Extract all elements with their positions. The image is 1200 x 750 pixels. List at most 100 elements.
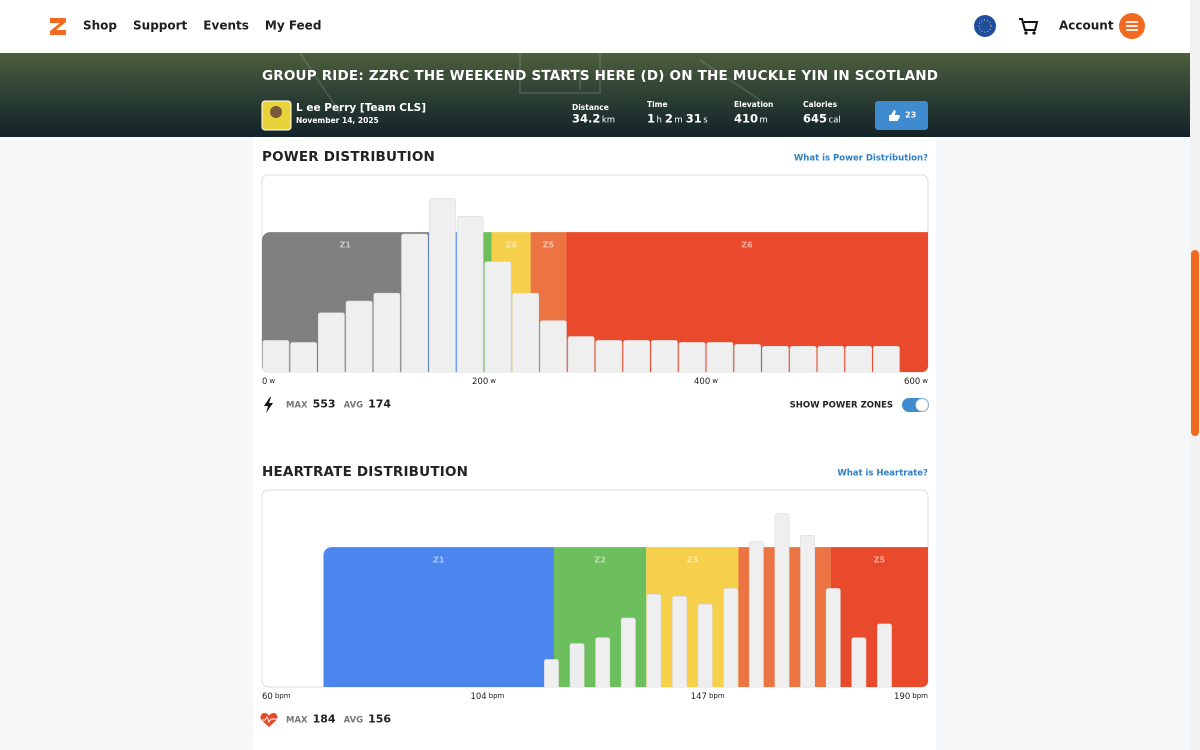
tick-unit: bpm bbox=[709, 692, 725, 700]
rider-name[interactable]: L ee Perry [Team CLS] bbox=[296, 102, 426, 114]
stat-value: 410 bbox=[734, 112, 758, 126]
thumb-icon bbox=[889, 110, 900, 121]
bar bbox=[872, 346, 900, 372]
zone-name: Z4 bbox=[506, 241, 518, 250]
bar bbox=[672, 596, 687, 687]
region-globe[interactable] bbox=[974, 15, 996, 37]
bar bbox=[646, 594, 662, 687]
stat-unit: km bbox=[602, 116, 615, 126]
bar bbox=[851, 637, 867, 687]
stat-value: 34.2 bbox=[572, 112, 600, 126]
zones-toggle[interactable] bbox=[902, 398, 929, 412]
zone bbox=[646, 547, 739, 687]
logo[interactable] bbox=[50, 18, 66, 35]
stat-unit: m bbox=[760, 116, 768, 126]
cart-wheel bbox=[1032, 31, 1036, 35]
toggle-knob bbox=[915, 398, 929, 412]
section-title: POWER DISTRIBUTION bbox=[262, 149, 435, 165]
menu-icon bbox=[1126, 21, 1138, 31]
bar bbox=[595, 340, 623, 372]
nav-link[interactable]: My Feed bbox=[265, 19, 322, 33]
x-tick-label: 400 w bbox=[694, 377, 718, 387]
stat-label: AVG bbox=[344, 401, 364, 411]
avatar-face bbox=[270, 106, 282, 118]
region-stars bbox=[978, 19, 992, 33]
tick-value: 60 bbox=[262, 692, 273, 702]
bar bbox=[539, 320, 567, 372]
stat-unit: s bbox=[703, 116, 708, 126]
bar bbox=[512, 292, 540, 372]
bar bbox=[706, 342, 734, 372]
plot-area: Z1 Z4 Z5 Z6 bbox=[262, 198, 928, 372]
x-tick-label: 147 bpm bbox=[691, 692, 725, 702]
stat-label: MAX bbox=[286, 401, 308, 411]
zone-name: Z5 bbox=[543, 241, 555, 250]
bar bbox=[317, 312, 345, 372]
x-tick-label: 600 w bbox=[904, 377, 928, 387]
bar bbox=[761, 346, 789, 372]
like-button[interactable] bbox=[875, 101, 928, 130]
bar bbox=[877, 623, 892, 687]
stat-value: 553 bbox=[313, 398, 336, 411]
activity-header bbox=[0, 53, 1190, 137]
like-count: 23 bbox=[905, 111, 916, 120]
tick-value: 200 bbox=[472, 377, 488, 387]
nav-link[interactable]: Events bbox=[203, 19, 249, 33]
help-link[interactable]: What is Heartrate? bbox=[837, 469, 928, 479]
tick-value: 0 bbox=[262, 377, 267, 387]
bar bbox=[650, 340, 678, 372]
bar bbox=[569, 643, 585, 687]
bar bbox=[697, 603, 713, 687]
bar bbox=[428, 198, 456, 372]
tick-unit: w bbox=[922, 377, 928, 385]
x-tick-label: 60 bpm bbox=[262, 692, 291, 702]
nav-links: Shop Support Events My Feed bbox=[83, 19, 321, 33]
bar bbox=[456, 216, 484, 372]
stat-label: AVG bbox=[344, 716, 364, 726]
tick-unit: bpm bbox=[275, 692, 291, 700]
nav-link[interactable]: Shop bbox=[83, 19, 117, 33]
tick-value: 104 bbox=[470, 692, 486, 702]
cart-icon[interactable] bbox=[1019, 18, 1039, 31]
x-tick-label: 190 bpm bbox=[894, 692, 928, 702]
account-link[interactable]: Account bbox=[1059, 19, 1114, 33]
tick-value: 600 bbox=[904, 377, 920, 387]
stat-value: 31 bbox=[686, 112, 702, 126]
bar bbox=[544, 659, 559, 687]
activity-date: November 14, 2025 bbox=[296, 116, 379, 125]
zone-name: Z1 bbox=[433, 556, 445, 565]
bar bbox=[817, 346, 845, 372]
zone-name: Z5 bbox=[874, 556, 886, 565]
power-icon bbox=[264, 397, 273, 413]
tick-unit: w bbox=[269, 377, 275, 385]
bar bbox=[345, 300, 373, 372]
tick-unit: bpm bbox=[489, 692, 505, 700]
stat-label: Time bbox=[647, 100, 668, 109]
scrollbar-thumb[interactable] bbox=[1191, 250, 1199, 436]
tick-unit: bpm bbox=[912, 692, 928, 700]
activity-title: GROUP RIDE: ZZRC THE WEEKEND STARTS HERE… bbox=[262, 68, 938, 84]
bar bbox=[262, 340, 290, 372]
plot-area: Z1 Z2 Z3 Z5 bbox=[323, 513, 928, 687]
tick-value: 147 bbox=[691, 692, 707, 702]
chart: POWER DISTRIBUTION What is Power Distribu… bbox=[261, 149, 929, 412]
stat-label: Elevation bbox=[734, 100, 773, 109]
bar bbox=[290, 342, 318, 372]
bar bbox=[734, 344, 762, 372]
toggle-label: SHOW POWER ZONES bbox=[790, 401, 893, 411]
map-lines bbox=[299, 52, 761, 114]
nav-link[interactable]: Support bbox=[133, 19, 188, 33]
zone bbox=[323, 547, 555, 687]
section-title: HEARTRATE DISTRIBUTION bbox=[262, 464, 468, 480]
stat-value: 1 bbox=[647, 112, 655, 126]
stat-unit: cal bbox=[829, 116, 841, 126]
stat-value: 645 bbox=[803, 112, 827, 126]
tick-value: 190 bbox=[894, 692, 910, 702]
bar bbox=[825, 588, 841, 687]
zone-name: Z1 bbox=[340, 241, 352, 250]
help-link[interactable]: What is Power Distribution? bbox=[794, 154, 928, 164]
stat-label: Calories bbox=[803, 100, 838, 109]
